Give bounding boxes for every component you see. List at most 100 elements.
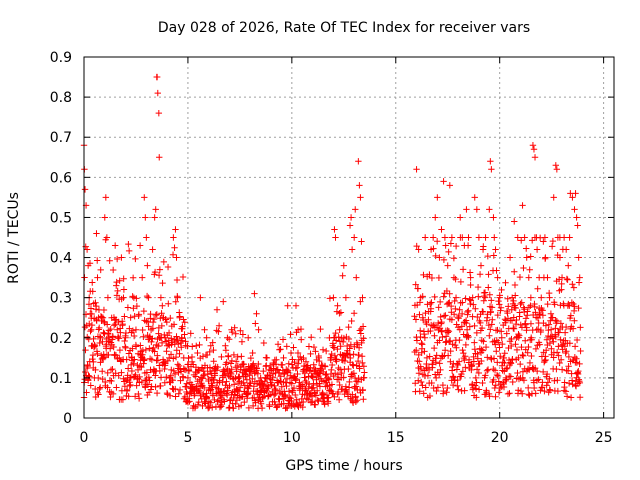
data-point — [472, 385, 480, 392]
data-point — [518, 237, 525, 244]
data-point — [506, 390, 513, 397]
data-point — [110, 322, 118, 329]
data-point — [357, 194, 364, 201]
data-point — [194, 349, 201, 357]
data-point — [480, 338, 487, 345]
data-point — [487, 308, 494, 315]
data-point — [292, 376, 300, 383]
data-point — [479, 379, 486, 387]
data-point — [84, 362, 91, 370]
data-point — [135, 311, 143, 318]
data-point — [231, 324, 238, 331]
data-point — [450, 311, 458, 318]
data-point — [544, 379, 552, 386]
data-point — [122, 377, 130, 385]
data-point — [214, 398, 221, 405]
data-point — [471, 322, 478, 330]
data-point — [88, 310, 95, 318]
data-point — [497, 353, 504, 360]
data-point — [571, 343, 579, 350]
data-point — [356, 182, 363, 189]
data-point — [93, 302, 100, 310]
data-point — [158, 310, 165, 317]
data-point — [490, 252, 497, 259]
data-point — [492, 382, 499, 389]
data-point — [179, 323, 186, 330]
data-point — [557, 356, 565, 363]
data-point — [88, 326, 95, 333]
data-point — [457, 234, 464, 241]
data-point — [325, 376, 333, 383]
data-point — [525, 384, 532, 392]
data-point — [246, 372, 253, 379]
data-point — [318, 361, 325, 369]
data-point — [97, 334, 104, 341]
data-point — [498, 334, 505, 341]
data-point — [503, 376, 510, 383]
data-point — [464, 242, 472, 249]
data-point — [483, 317, 490, 324]
data-point — [282, 392, 289, 400]
data-point — [85, 301, 93, 308]
data-point — [210, 346, 217, 354]
data-point — [350, 309, 358, 317]
data-point — [477, 319, 484, 327]
data-point — [166, 354, 173, 362]
data-point — [566, 340, 574, 347]
data-point — [181, 319, 188, 326]
data-point — [243, 376, 251, 383]
data-point — [107, 366, 115, 374]
data-point — [240, 379, 247, 386]
data-point — [213, 390, 220, 397]
data-point — [426, 392, 434, 400]
data-point — [491, 367, 499, 374]
data-point — [507, 360, 515, 367]
data-point — [550, 338, 557, 345]
data-point — [346, 378, 353, 386]
data-point — [452, 294, 460, 301]
data-point — [424, 372, 432, 379]
data-point — [478, 346, 485, 353]
data-point — [499, 379, 507, 386]
chart-title: Day 028 of 2026, Rate Of TEC Index for r… — [158, 20, 530, 36]
data-point — [106, 257, 113, 264]
data-point — [193, 342, 200, 349]
data-point — [100, 329, 107, 336]
data-point — [535, 376, 542, 383]
data-point — [444, 329, 452, 336]
data-point — [452, 305, 459, 313]
data-point — [558, 342, 566, 349]
data-point — [452, 275, 459, 283]
data-point — [569, 281, 576, 288]
data-point — [532, 390, 539, 397]
data-point — [199, 353, 207, 360]
data-point — [525, 391, 532, 398]
data-point — [197, 294, 204, 301]
data-point — [559, 246, 567, 253]
data-point — [417, 365, 425, 373]
data-point — [454, 361, 462, 369]
data-point — [515, 387, 522, 394]
data-point — [422, 384, 429, 391]
data-point — [350, 351, 357, 358]
data-point — [114, 326, 121, 333]
data-point — [529, 142, 537, 149]
data-point — [519, 202, 526, 209]
data-point — [179, 273, 187, 281]
data-point — [552, 333, 560, 341]
data-point — [120, 275, 127, 282]
data-point — [249, 402, 257, 410]
data-point — [107, 393, 114, 401]
data-point — [465, 356, 473, 364]
data-point — [230, 381, 238, 388]
data-point — [553, 317, 561, 325]
data-point — [510, 324, 517, 332]
data-point — [569, 381, 576, 388]
data-point — [576, 274, 583, 281]
data-point — [104, 369, 111, 377]
data-point — [156, 367, 164, 375]
data-point — [278, 383, 285, 390]
data-point — [487, 326, 494, 333]
data-point — [458, 323, 466, 330]
data-point — [116, 346, 124, 354]
